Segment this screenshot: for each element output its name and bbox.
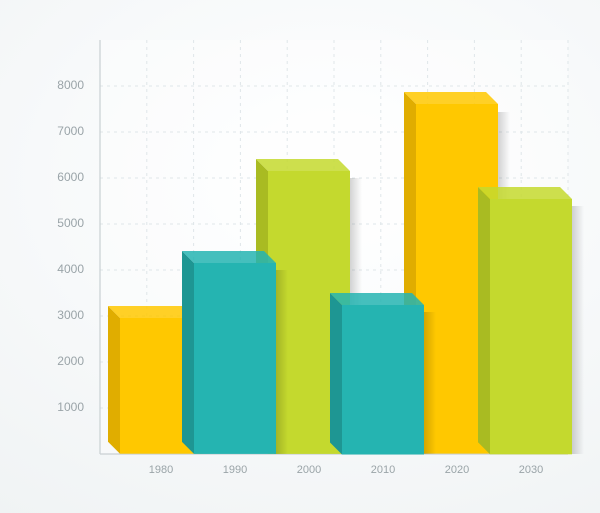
bar	[0, 0, 600, 513]
bars-layer	[0, 0, 600, 513]
bar-chart: 10002000300040005000600070008000 1980199…	[0, 0, 600, 513]
